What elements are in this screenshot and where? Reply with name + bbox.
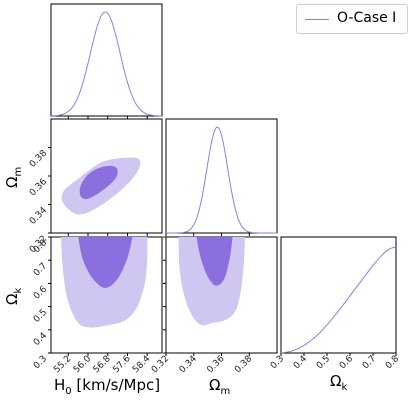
ytick-label-ok: 0.7	[32, 261, 49, 278]
ylabel-ok: Ωk	[3, 288, 24, 305]
ytick-label-ok: 0.4	[32, 331, 49, 348]
ytick-label-ok: 0.3	[32, 354, 49, 371]
xtick-label-ok: 0.7	[361, 354, 378, 371]
xtick-label-h0: 57.6	[111, 354, 132, 375]
marginal-curve-ok	[280, 246, 397, 354]
xtick-label-om: 0.34	[178, 354, 199, 375]
xtick-label-h0: 56.8	[92, 354, 113, 375]
xtick-label-ok: 0.6	[338, 354, 355, 371]
contour-om-ok-inner	[196, 237, 233, 286]
xlabel-om: Ωm	[209, 376, 230, 397]
xtick-label-om: 0.32	[150, 354, 171, 375]
ytick-label-om: 0.38	[28, 148, 49, 169]
panel-ok-marginal	[280, 236, 397, 354]
panel-h0-marginal	[50, 3, 163, 117]
contour-h0-ok-inner	[78, 237, 133, 288]
xtick-label-ok: 0.8	[384, 354, 401, 371]
xtick-label-ok: 0.5	[315, 354, 332, 371]
xtick-label-om: 0.38	[233, 354, 254, 375]
ytick-label-ok: 0.6	[32, 284, 49, 301]
marginal-curve-om	[166, 126, 277, 234]
legend: O-Case I	[296, 4, 408, 34]
xlabel-h0: H0 [km/s/Mpc]	[54, 376, 160, 397]
ylabel-om: Ωm	[3, 167, 24, 188]
xlabel-ok: Ωk	[330, 372, 347, 393]
xtick-label-om: 0.36	[205, 354, 226, 375]
xtick-label-ok: 0.3	[269, 354, 286, 371]
xtick-label-h0: 56.0	[72, 354, 93, 375]
legend-label: O-Case I	[337, 10, 397, 26]
ytick-label-om: 0.36	[28, 177, 49, 198]
xtick-label-h0: 58.4	[131, 354, 152, 375]
contour-h0-om-inner	[79, 165, 118, 200]
ytick-label-om: 0.34	[28, 205, 49, 226]
xtick-label-ok: 0.4	[292, 354, 309, 371]
marginal-curve-h0	[50, 11, 162, 117]
ytick-label-ok: 0.5	[32, 308, 49, 325]
xtick-label-h0: 55.2	[52, 354, 73, 375]
legend-line-swatch	[305, 19, 329, 20]
